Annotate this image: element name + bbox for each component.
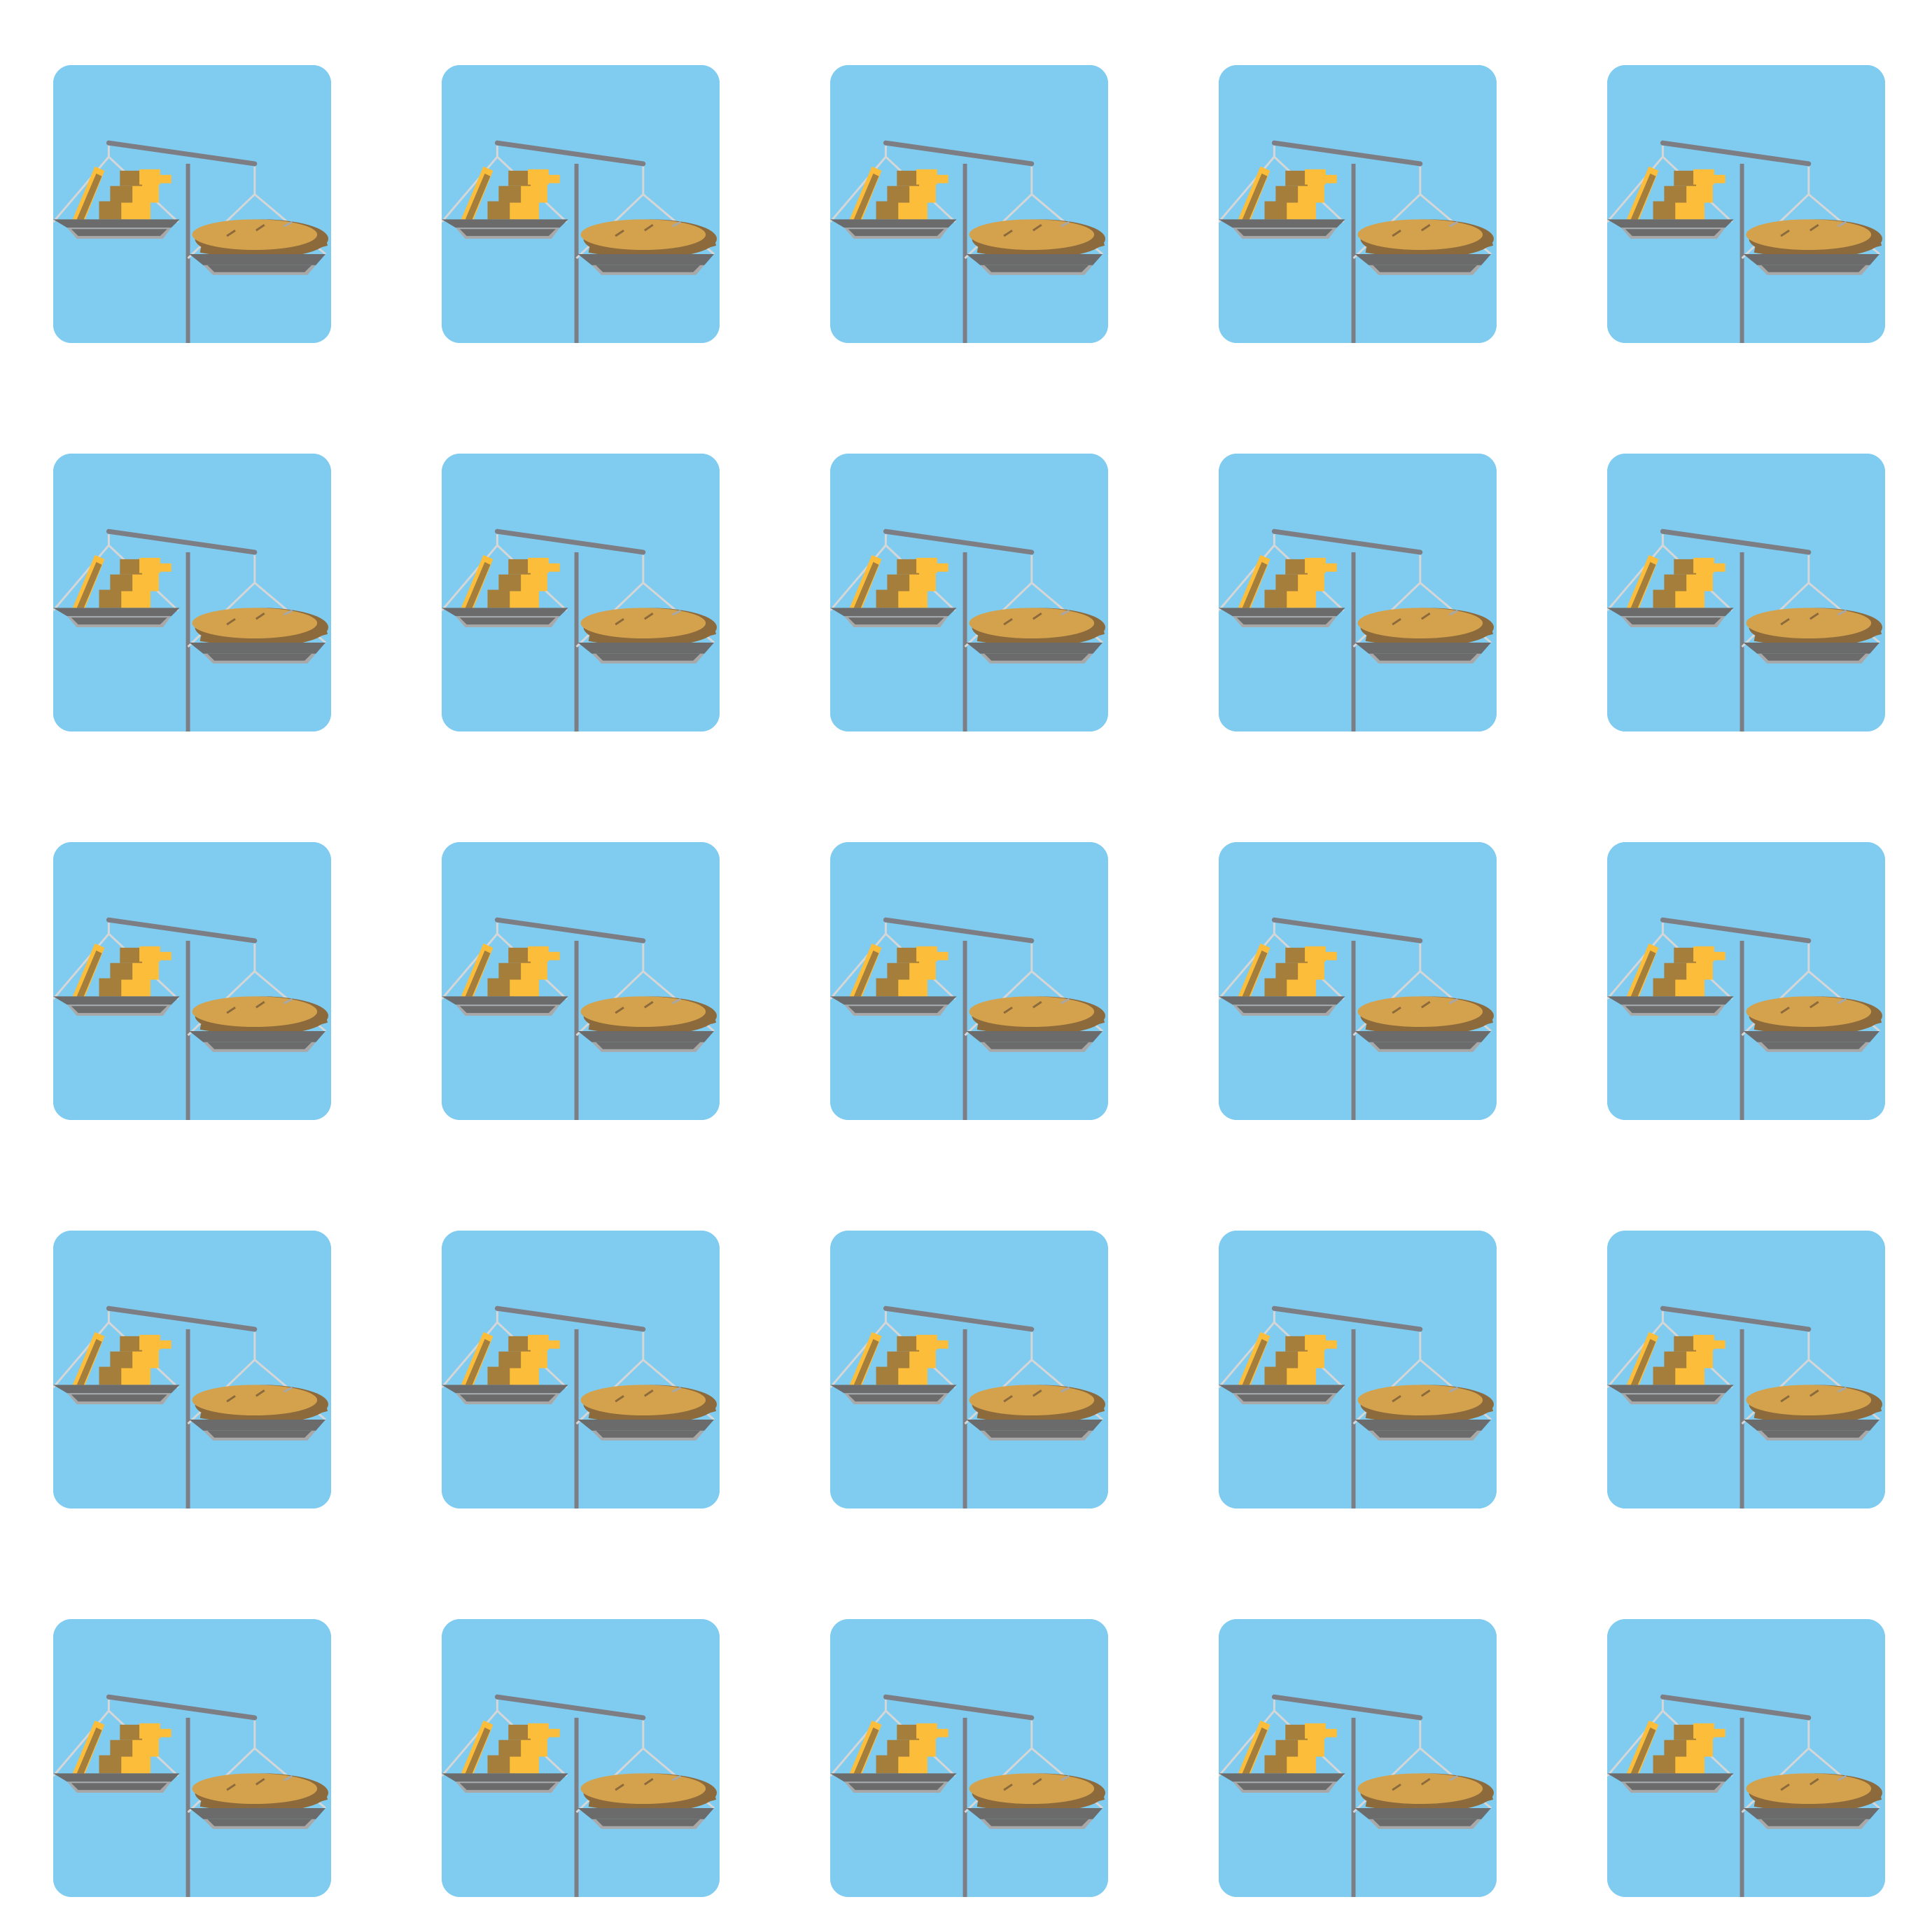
balance-scale-gold-vs-bread-icon [830,454,1108,732]
scale-icon-tile [1219,842,1497,1120]
balance-scale-gold-vs-bread-icon [53,65,331,343]
scale-icon-tile [1219,1619,1497,1897]
scale-icon-tile [830,1619,1108,1897]
scale-icon-tile [830,1231,1108,1508]
scale-icon-tile [53,65,331,343]
scale-icon-tile [53,454,331,732]
scale-icon-tile [442,1619,720,1897]
balance-scale-gold-vs-bread-icon [1607,842,1885,1120]
balance-scale-gold-vs-bread-icon [53,454,331,732]
scale-icon-tile [1219,454,1497,732]
scale-icon-tile [830,454,1108,732]
scale-icon-tile [53,1619,331,1897]
balance-scale-gold-vs-bread-icon [1219,1231,1497,1508]
scale-icon-tile [830,65,1108,343]
balance-scale-gold-vs-bread-icon [442,1231,720,1508]
scale-icon-tile [1607,454,1885,732]
scale-icon-tile [1607,1231,1885,1508]
balance-scale-gold-vs-bread-icon [442,454,720,732]
balance-scale-gold-vs-bread-icon [830,1231,1108,1508]
scale-icon-tile [442,65,720,343]
scale-icon-tile [830,842,1108,1120]
balance-scale-gold-vs-bread-icon [442,842,720,1120]
scale-icon-tile [1607,1619,1885,1897]
scale-icon-tile [1607,65,1885,343]
balance-scale-gold-vs-bread-icon [1607,1231,1885,1508]
scale-icon-tile [53,1231,331,1508]
balance-scale-gold-vs-bread-icon [830,1619,1108,1897]
balance-scale-gold-vs-bread-icon [53,1231,331,1508]
balance-scale-gold-vs-bread-icon [442,1619,720,1897]
balance-scale-gold-vs-bread-icon [1219,1619,1497,1897]
balance-scale-gold-vs-bread-icon [1219,842,1497,1120]
balance-scale-gold-vs-bread-icon [442,65,720,343]
balance-scale-gold-vs-bread-icon [53,842,331,1120]
balance-scale-gold-vs-bread-icon [1607,65,1885,343]
balance-scale-gold-vs-bread-icon [1607,1619,1885,1897]
balance-scale-gold-vs-bread-icon [830,65,1108,343]
balance-scale-gold-vs-bread-icon [1219,454,1497,732]
scale-icon-tile [1219,1231,1497,1508]
scale-icon-tile [1219,65,1497,343]
scale-icon-tile [1607,842,1885,1120]
balance-scale-gold-vs-bread-icon [1219,65,1497,343]
balance-scale-gold-vs-bread-icon [1607,454,1885,732]
balance-scale-gold-vs-bread-icon [830,842,1108,1120]
scale-icon-tile [53,842,331,1120]
scale-icon-tile [442,454,720,732]
balance-scale-gold-vs-bread-icon [53,1619,331,1897]
scale-icon-tile [442,1231,720,1508]
scale-icon-tile [442,842,720,1120]
